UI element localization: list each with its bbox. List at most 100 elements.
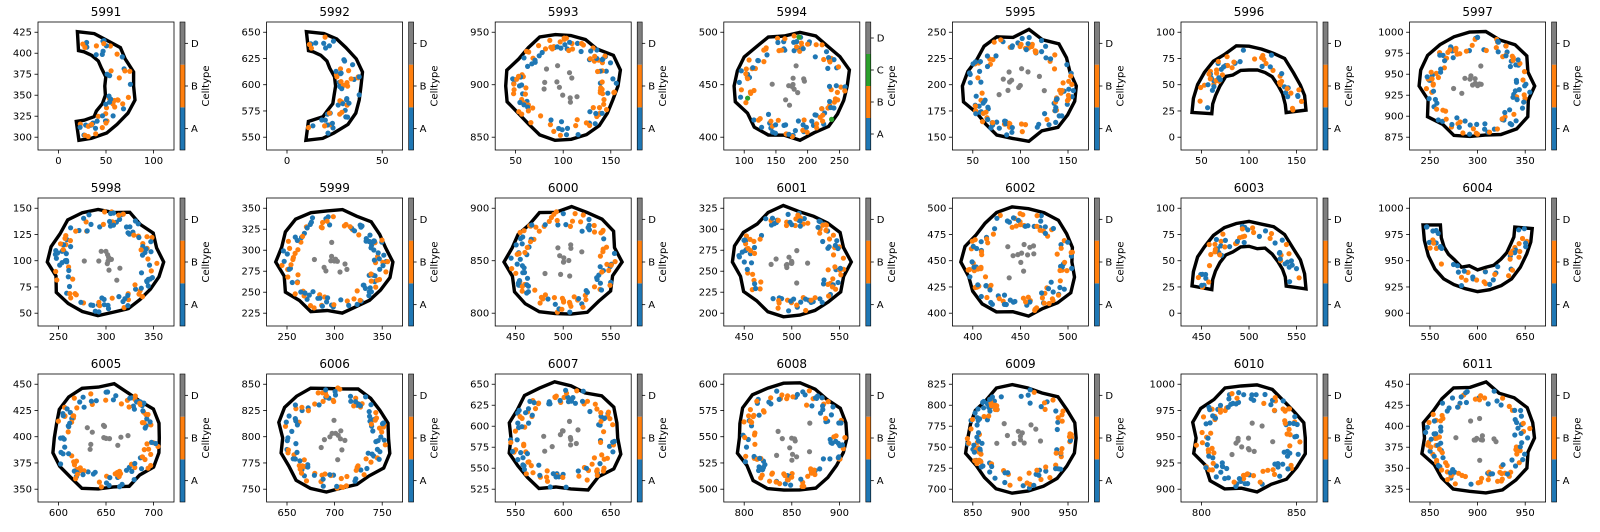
cell-point-A [610, 449, 616, 455]
cell-point-A [1221, 64, 1227, 70]
cell-point-B [573, 123, 579, 129]
cell-point-B [808, 297, 814, 303]
cell-point-B [979, 90, 985, 96]
y-tick-label: 500 [699, 485, 718, 496]
cell-point-A [984, 53, 991, 59]
cell-point-B [116, 212, 122, 218]
cell-point-B [330, 397, 336, 403]
cell-point-A [81, 215, 87, 221]
cell-point-A [298, 289, 304, 295]
cell-point-B [146, 446, 152, 452]
axes-frame [1180, 373, 1318, 503]
cell-point-D [994, 440, 1000, 446]
cell-point-A [738, 68, 744, 74]
cell-point-B [299, 404, 305, 410]
cell-point-B [139, 454, 145, 460]
cell-point-B [1437, 446, 1443, 452]
y-tick-label: 900 [470, 80, 489, 91]
cell-point-B [1519, 235, 1526, 242]
cell-point-D [549, 444, 555, 450]
cell-point-A [294, 422, 300, 428]
cell-point-A [1241, 392, 1247, 398]
cell-point-D [338, 428, 344, 434]
cell-point-B [1059, 87, 1065, 94]
cell-point-A [529, 412, 535, 418]
cell-point-B [54, 277, 60, 283]
x-tick-label: 50 [509, 156, 522, 167]
cell-point-A [567, 309, 573, 315]
cell-point-A [1514, 419, 1520, 426]
cell-point-A [773, 122, 779, 128]
cell-point-A [587, 109, 593, 115]
cell-point-A [835, 455, 841, 461]
colorbar-tick-label: A [191, 300, 198, 311]
cell-point-B [100, 221, 106, 227]
y-tick-label: 850 [242, 380, 261, 391]
cell-point-B [1472, 396, 1478, 402]
cell-point-B [1222, 244, 1228, 250]
cell-point-B [599, 79, 605, 85]
colorbar-segment-B [1323, 416, 1328, 460]
cell-point-A [557, 397, 563, 404]
colorbar-segment-B [1551, 240, 1557, 284]
cell-point-A [330, 38, 337, 44]
cell-point-B [71, 459, 77, 465]
cell-point-B [141, 420, 147, 426]
cell-point-B [1219, 72, 1225, 78]
cell-point-A [371, 238, 377, 244]
cell-point-A [1218, 469, 1224, 475]
cell-point-A [363, 394, 369, 400]
cell-point-B [748, 248, 754, 254]
cell-point-B [1298, 98, 1305, 104]
colorbar-segment-D [1323, 374, 1328, 417]
cell-point-A [1038, 213, 1044, 219]
cell-point-D [1021, 241, 1027, 248]
cell-point-B [1231, 59, 1237, 65]
cell-point-A [144, 416, 150, 422]
cell-point-B [1474, 277, 1480, 283]
cell-point-A [1277, 473, 1283, 479]
cell-point-A [326, 43, 332, 49]
cell-point-A [987, 287, 993, 293]
cell-point-B [290, 256, 296, 263]
colorbar-segment-A [1094, 283, 1100, 326]
cell-point-B [1058, 450, 1064, 456]
cell-point-A [588, 48, 594, 54]
cell-point-A [1204, 442, 1210, 448]
cell-point-B [511, 81, 517, 87]
cell-point-B [817, 230, 823, 236]
cell-point-A [313, 40, 319, 46]
cell-point-A [1048, 56, 1054, 62]
cell-point-A [77, 399, 83, 405]
colorbar-segment-D [865, 22, 871, 54]
cell-point-B [983, 109, 989, 115]
cell-point-B [1479, 475, 1485, 481]
cell-point-A [107, 475, 113, 481]
cell-point-B [73, 228, 79, 234]
cell-point-B [527, 239, 534, 245]
cell-point-A [1268, 52, 1275, 58]
x-tick-label: 650 [96, 508, 115, 519]
y-tick-label: 400 [13, 432, 32, 443]
colorbar-label: Celltype [1115, 417, 1126, 458]
colorbar-segment-B [1323, 240, 1328, 284]
cell-point-D [327, 434, 333, 440]
cell-point-A [755, 58, 762, 64]
cell-point-A [1236, 390, 1242, 396]
cell-point-A [367, 285, 373, 291]
cell-point-B [820, 222, 826, 228]
cell-point-A [1036, 121, 1042, 127]
cell-point-A [607, 60, 614, 66]
cell-point-A [743, 444, 750, 450]
cell-point-A [1440, 455, 1446, 461]
colorbar-segment-D [1551, 22, 1557, 65]
cell-point-B [1499, 476, 1505, 482]
cell-point-B [820, 118, 826, 124]
cell-point-A [987, 408, 993, 414]
y-tick-label: 975 [1156, 406, 1175, 417]
cell-point-B [1268, 231, 1275, 237]
y-tick-label: 600 [699, 380, 718, 391]
cell-point-B [67, 238, 73, 244]
